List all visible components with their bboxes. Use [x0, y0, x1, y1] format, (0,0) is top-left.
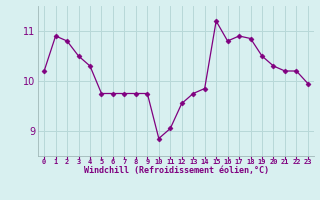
X-axis label: Windchill (Refroidissement éolien,°C): Windchill (Refroidissement éolien,°C) [84, 166, 268, 175]
